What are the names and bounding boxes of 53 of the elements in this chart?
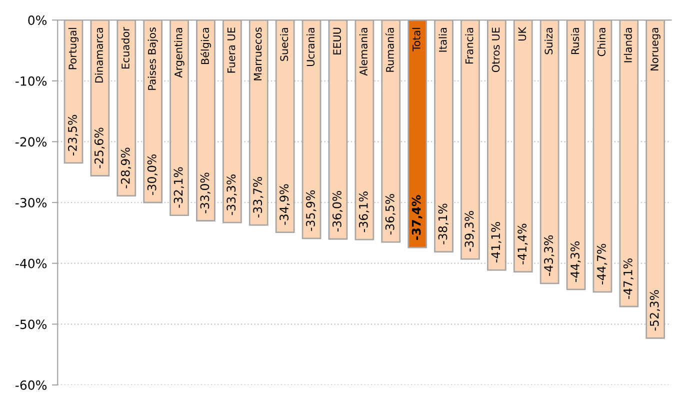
- x-tick-label: Fuera UE: [227, 28, 236, 73]
- x-tick-label: China: [597, 28, 606, 56]
- x-tick-label: Ucrania: [306, 28, 315, 66]
- data-label: -44,3%: [570, 241, 581, 282]
- y-tick-label: -50%: [16, 320, 47, 330]
- data-label: -32,1%: [174, 167, 184, 208]
- data-label: -25,6%: [94, 128, 105, 168]
- data-label: -47,1%: [623, 258, 634, 299]
- x-tick-label: Alemania: [359, 28, 368, 76]
- data-label: -38,1%: [438, 204, 448, 244]
- x-tick-label: Paises Bajos: [148, 28, 158, 90]
- x-tick-label: Rumanía: [385, 28, 394, 72]
- y-tick-label: -10%: [16, 76, 47, 86]
- y-tick-label: -60%: [16, 380, 47, 390]
- x-tick-label: Bélgica: [200, 28, 211, 64]
- x-tick-label: Suecia: [280, 28, 288, 61]
- data-label: -23,5%: [68, 114, 78, 156]
- y-tick-label: -40%: [16, 258, 47, 268]
- x-tick-label: Francia: [465, 28, 474, 64]
- data-label: -41,1%: [491, 222, 502, 262]
- data-label: -33,7%: [253, 176, 264, 218]
- data-label: -41,4%: [518, 224, 528, 264]
- x-tick-label: Suiza: [544, 28, 553, 54]
- data-label: -30,0%: [147, 154, 158, 195]
- x-tick-label: Marruecos: [254, 28, 262, 80]
- data-label: -36,1%: [358, 192, 370, 232]
- data-label: -52,3%: [650, 290, 660, 331]
- data-label: -34,9%: [280, 184, 290, 225]
- x-tick-label: UK: [518, 26, 526, 41]
- x-tick-label: Argentina: [174, 28, 184, 78]
- y-tick-label: 0%: [28, 16, 47, 25]
- data-label: -35,9%: [306, 190, 316, 231]
- data-label: -33,0%: [200, 172, 210, 214]
- x-tick-label: Irlanda: [624, 28, 632, 62]
- x-tick-label: Ecuador: [121, 26, 130, 69]
- x-tick-label: Portugal: [68, 28, 79, 70]
- data-label: -28,9%: [120, 148, 132, 188]
- x-tick-label: EEUU: [333, 28, 341, 54]
- data-label: -39,3%: [464, 211, 475, 252]
- data-label: -36,5%: [385, 194, 396, 235]
- y-tick-label: -30%: [16, 198, 47, 208]
- data-label: -36,0%: [332, 190, 343, 232]
- y-tick-label: -20%: [16, 137, 47, 147]
- data-label: -37,4%: [412, 195, 422, 240]
- data-label: -43,3%: [544, 235, 554, 276]
- x-tick-label: Dinamarca: [94, 28, 103, 83]
- x-tick-label: Total: [412, 28, 420, 52]
- x-tick-label: Noruega: [650, 28, 660, 70]
- x-tick-label: Otros UE: [492, 28, 500, 72]
- x-tick-label: Rusia: [570, 28, 580, 54]
- data-label: -33,3%: [226, 174, 237, 216]
- x-tick-label: Italia: [438, 28, 447, 52]
- data-label: -44,7%: [596, 244, 608, 284]
